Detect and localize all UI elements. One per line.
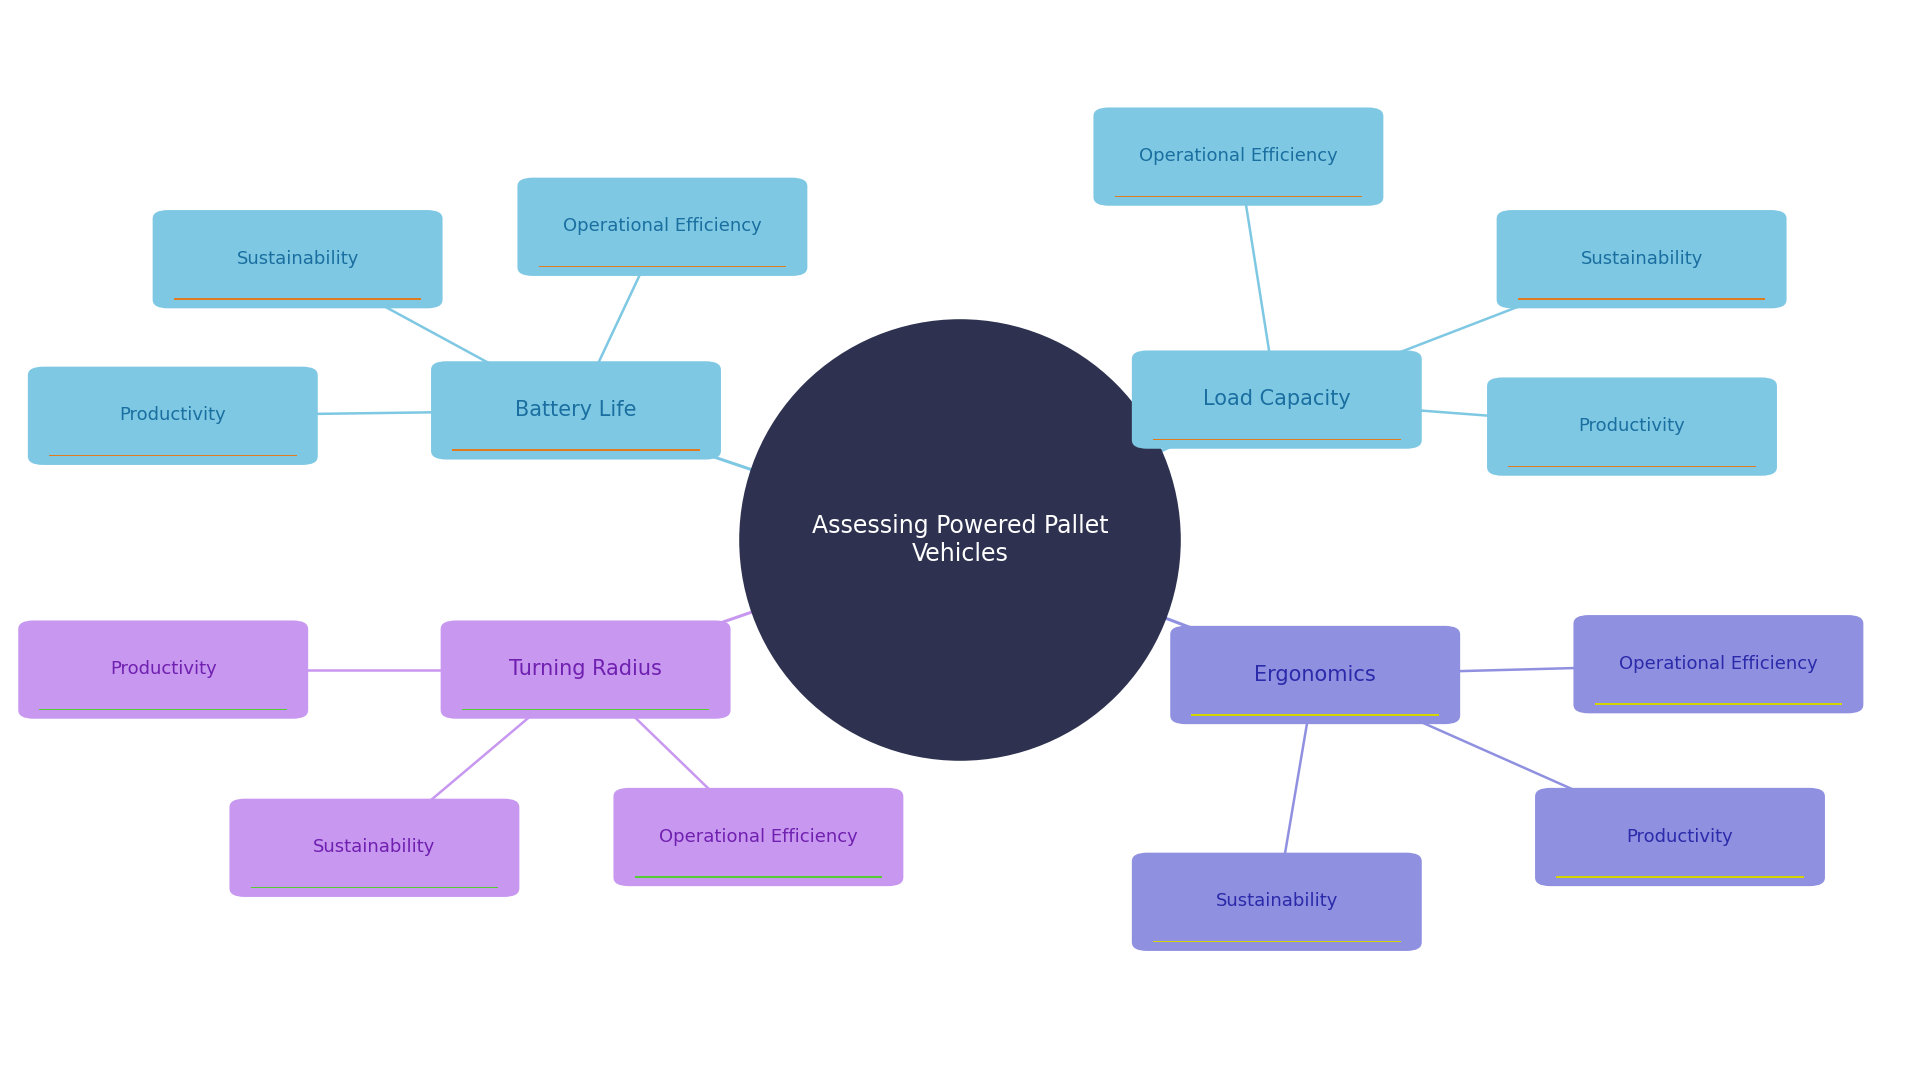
FancyBboxPatch shape <box>1133 350 1421 449</box>
Text: Productivity: Productivity <box>1626 827 1734 846</box>
Text: Battery Life: Battery Life <box>515 400 637 420</box>
FancyBboxPatch shape <box>230 799 518 896</box>
FancyBboxPatch shape <box>614 788 902 886</box>
FancyBboxPatch shape <box>440 620 730 719</box>
Bar <box>1114 195 1363 197</box>
Bar <box>1152 438 1402 441</box>
FancyBboxPatch shape <box>1536 788 1824 886</box>
Text: Ergonomics: Ergonomics <box>1254 664 1377 685</box>
Bar <box>250 887 499 888</box>
Bar <box>38 708 288 711</box>
FancyBboxPatch shape <box>19 620 309 719</box>
Text: Sustainability: Sustainability <box>313 838 436 856</box>
FancyBboxPatch shape <box>1486 378 1778 475</box>
Text: Productivity: Productivity <box>109 660 217 678</box>
FancyBboxPatch shape <box>152 210 442 308</box>
Text: Sustainability: Sustainability <box>1215 892 1338 910</box>
Bar <box>1152 941 1402 942</box>
FancyBboxPatch shape <box>27 367 317 464</box>
Bar <box>1507 465 1755 467</box>
Bar <box>1190 714 1440 715</box>
Bar <box>1555 876 1805 877</box>
Text: Sustainability: Sustainability <box>236 249 359 268</box>
Text: Load Capacity: Load Capacity <box>1204 389 1350 409</box>
Text: Operational Efficiency: Operational Efficiency <box>1619 654 1818 673</box>
Text: Operational Efficiency: Operational Efficiency <box>563 217 762 235</box>
Text: Operational Efficiency: Operational Efficiency <box>1139 147 1338 165</box>
FancyBboxPatch shape <box>1133 853 1421 950</box>
FancyBboxPatch shape <box>1574 616 1862 713</box>
Bar <box>461 708 710 711</box>
Text: Turning Radius: Turning Radius <box>509 659 662 679</box>
FancyBboxPatch shape <box>1171 626 1461 724</box>
Text: Productivity: Productivity <box>1578 417 1686 435</box>
Bar <box>453 449 699 451</box>
Bar <box>1517 298 1766 299</box>
Text: Sustainability: Sustainability <box>1580 249 1703 268</box>
Text: Assessing Powered Pallet
Vehicles: Assessing Powered Pallet Vehicles <box>812 514 1108 566</box>
Bar <box>634 876 883 877</box>
Text: Operational Efficiency: Operational Efficiency <box>659 827 858 846</box>
FancyBboxPatch shape <box>430 361 722 460</box>
Bar <box>48 455 296 456</box>
Bar <box>1594 703 1843 704</box>
Bar <box>538 266 787 267</box>
Text: Productivity: Productivity <box>119 406 227 424</box>
Ellipse shape <box>739 320 1181 760</box>
Bar <box>173 298 422 299</box>
FancyBboxPatch shape <box>1498 210 1786 308</box>
FancyBboxPatch shape <box>1094 108 1382 205</box>
FancyBboxPatch shape <box>516 177 806 275</box>
